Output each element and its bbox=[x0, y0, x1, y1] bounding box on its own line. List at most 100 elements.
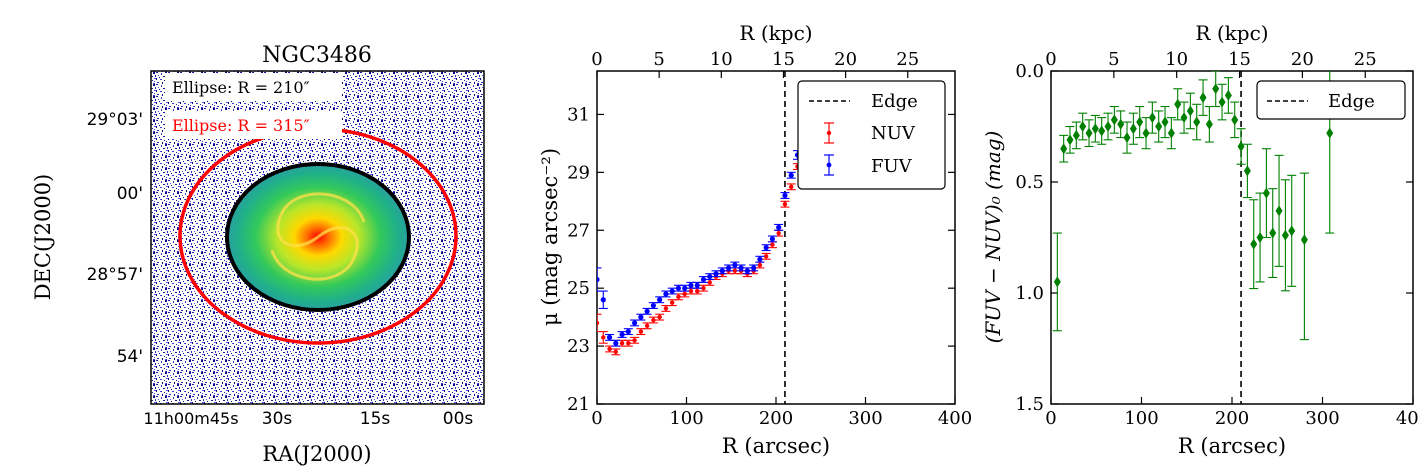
top-tick-label: 5 bbox=[653, 49, 664, 70]
y-tick-label: 21 bbox=[567, 394, 590, 415]
data-point bbox=[763, 254, 769, 259]
top-tick-label: 25 bbox=[896, 49, 919, 70]
data-point bbox=[776, 224, 782, 230]
data-point bbox=[619, 340, 625, 346]
data-point bbox=[675, 285, 682, 291]
top-tick-label: 10 bbox=[1165, 49, 1188, 70]
data-point bbox=[757, 256, 763, 262]
x-tick-label: 400 bbox=[938, 408, 972, 429]
data-point bbox=[638, 314, 644, 320]
data-point bbox=[1098, 125, 1106, 137]
data-point bbox=[1250, 238, 1258, 250]
color-legend: Edge bbox=[1256, 80, 1406, 120]
data-point bbox=[626, 340, 631, 346]
sb-legend: Edge NUV FUV bbox=[797, 80, 946, 190]
data-point bbox=[707, 280, 712, 285]
data-point bbox=[719, 268, 725, 274]
data-point bbox=[606, 334, 613, 340]
data-point bbox=[1142, 127, 1150, 139]
data-point bbox=[669, 300, 675, 305]
data-point bbox=[682, 291, 687, 297]
data-point bbox=[788, 172, 794, 178]
ra-ticks: 11h00m45s 30s 15s 00s bbox=[143, 409, 473, 429]
sb-ticks: 0 100 200 300 400 0 5 10 15 20 25 23 25 27 29 31 21 bbox=[567, 49, 972, 429]
ra-tick-label: 11h00m45s bbox=[143, 409, 238, 428]
image-title: NGC3486 bbox=[262, 43, 372, 68]
top-tick-label: 15 bbox=[1228, 49, 1251, 70]
ra-tick-label: 00s bbox=[443, 409, 474, 429]
data-point bbox=[1199, 92, 1207, 104]
x-tick-label: 200 bbox=[759, 408, 793, 429]
data-point bbox=[1281, 229, 1289, 241]
series--fuv-nuv-0 bbox=[1052, 71, 1335, 341]
sb-legend-box bbox=[797, 80, 946, 190]
data-point bbox=[663, 291, 669, 297]
data-point bbox=[1231, 114, 1239, 126]
data-point bbox=[631, 320, 638, 326]
data-point bbox=[632, 338, 637, 343]
top-tick-label: 0 bbox=[1045, 49, 1056, 70]
data-point bbox=[769, 236, 776, 242]
data-point bbox=[751, 265, 757, 271]
data-point bbox=[1262, 187, 1270, 199]
data-point bbox=[644, 308, 650, 314]
data-point bbox=[601, 335, 606, 340]
data-point bbox=[1117, 118, 1125, 130]
data-point bbox=[1243, 165, 1251, 177]
data-point bbox=[1079, 121, 1087, 132]
dec-tick-label: 00' bbox=[117, 184, 143, 204]
label-ellipse-outer: Ellipse: R = 315″ bbox=[172, 116, 310, 135]
data-point bbox=[650, 302, 656, 309]
data-point bbox=[782, 202, 788, 207]
data-point bbox=[1161, 116, 1169, 128]
spiral-arms bbox=[270, 192, 366, 281]
data-point bbox=[644, 323, 650, 329]
data-point bbox=[789, 184, 794, 190]
x-tick-label: 400 bbox=[1396, 408, 1420, 429]
top-tick-label: 15 bbox=[772, 49, 795, 70]
data-point bbox=[619, 331, 625, 338]
data-point bbox=[607, 346, 612, 352]
data-point bbox=[1180, 112, 1188, 124]
data-point bbox=[782, 192, 788, 199]
color-ticks: 0 100 200 300 400 0 5 10 15 20 25 0.0 0.5 1.0 1.5 bbox=[1015, 49, 1420, 429]
data-point bbox=[1193, 116, 1201, 128]
y-tick-label: 1.0 bbox=[1015, 283, 1044, 304]
data-point bbox=[1174, 98, 1182, 110]
x-tick-label: 0 bbox=[591, 408, 602, 429]
error-bar bbox=[1299, 172, 1309, 341]
data-point bbox=[1110, 114, 1118, 126]
top-tick-label: 5 bbox=[1108, 49, 1119, 70]
ra-tick-label: 30s bbox=[262, 409, 293, 429]
data-point bbox=[600, 297, 606, 303]
data-point bbox=[1091, 123, 1099, 135]
y-tick-label: 0.0 bbox=[1015, 61, 1044, 82]
y-tick-label: 25 bbox=[567, 278, 590, 299]
data-point bbox=[1288, 225, 1296, 237]
sb-legend-nuv: NUV bbox=[871, 123, 916, 144]
sb-legend-fuv-marker bbox=[824, 154, 834, 176]
label-box-outer bbox=[165, 111, 342, 139]
data-point bbox=[613, 340, 619, 346]
data-point bbox=[700, 276, 707, 283]
sb-legend-fuv: FUV bbox=[871, 156, 913, 177]
top-tick-label: 10 bbox=[710, 49, 733, 70]
data-point bbox=[1167, 127, 1175, 139]
data-point bbox=[1104, 121, 1112, 132]
data-point bbox=[713, 271, 719, 277]
data-point bbox=[651, 317, 656, 323]
ra-axis-label: RA(J2000) bbox=[262, 442, 371, 466]
data-point bbox=[1148, 112, 1156, 124]
data-point bbox=[770, 242, 775, 247]
x-tick-label: 100 bbox=[669, 408, 703, 429]
data-point bbox=[1066, 134, 1074, 146]
data-point bbox=[1053, 276, 1061, 288]
data-point bbox=[744, 268, 750, 274]
data-point bbox=[738, 265, 744, 271]
sb-y-axis-label: μ (mag arcsec⁻²) bbox=[538, 148, 562, 326]
dec-ticks: 29°03' 00' 28°57' 54' bbox=[87, 110, 143, 367]
image-frame bbox=[150, 70, 485, 405]
data-point bbox=[597, 320, 600, 326]
data-point bbox=[763, 245, 769, 251]
